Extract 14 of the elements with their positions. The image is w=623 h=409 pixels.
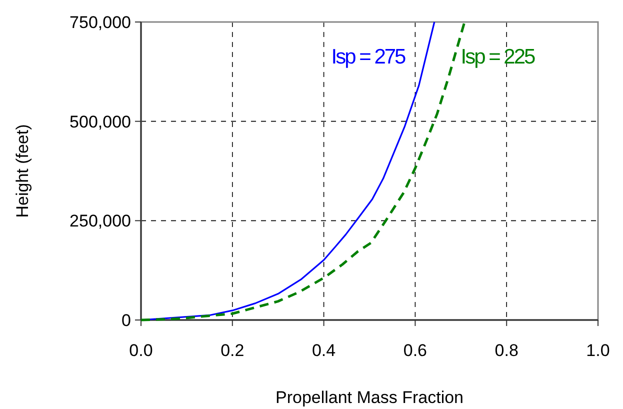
y-tick-label: 0	[122, 311, 131, 330]
x-axis-title: Propellant Mass Fraction	[275, 388, 464, 407]
y-tick-label: 250,000	[70, 212, 131, 231]
x-tick-label: 0.2	[220, 341, 244, 360]
series-label: Isp = 275	[331, 46, 406, 69]
y-tick-label: 750,000	[70, 13, 131, 32]
series-label: Isp = 225	[460, 46, 536, 69]
y-axis-title: Height (feet)	[13, 124, 32, 218]
y-tick-label: 500,000	[70, 112, 131, 132]
x-tick-label: 0.8	[494, 341, 518, 360]
x-tick-label: 1.0	[586, 341, 610, 360]
x-tick-label: 0.0	[129, 341, 153, 360]
x-tick-label: 0.6	[403, 341, 428, 360]
x-tick-label: 0.4	[312, 341, 336, 360]
